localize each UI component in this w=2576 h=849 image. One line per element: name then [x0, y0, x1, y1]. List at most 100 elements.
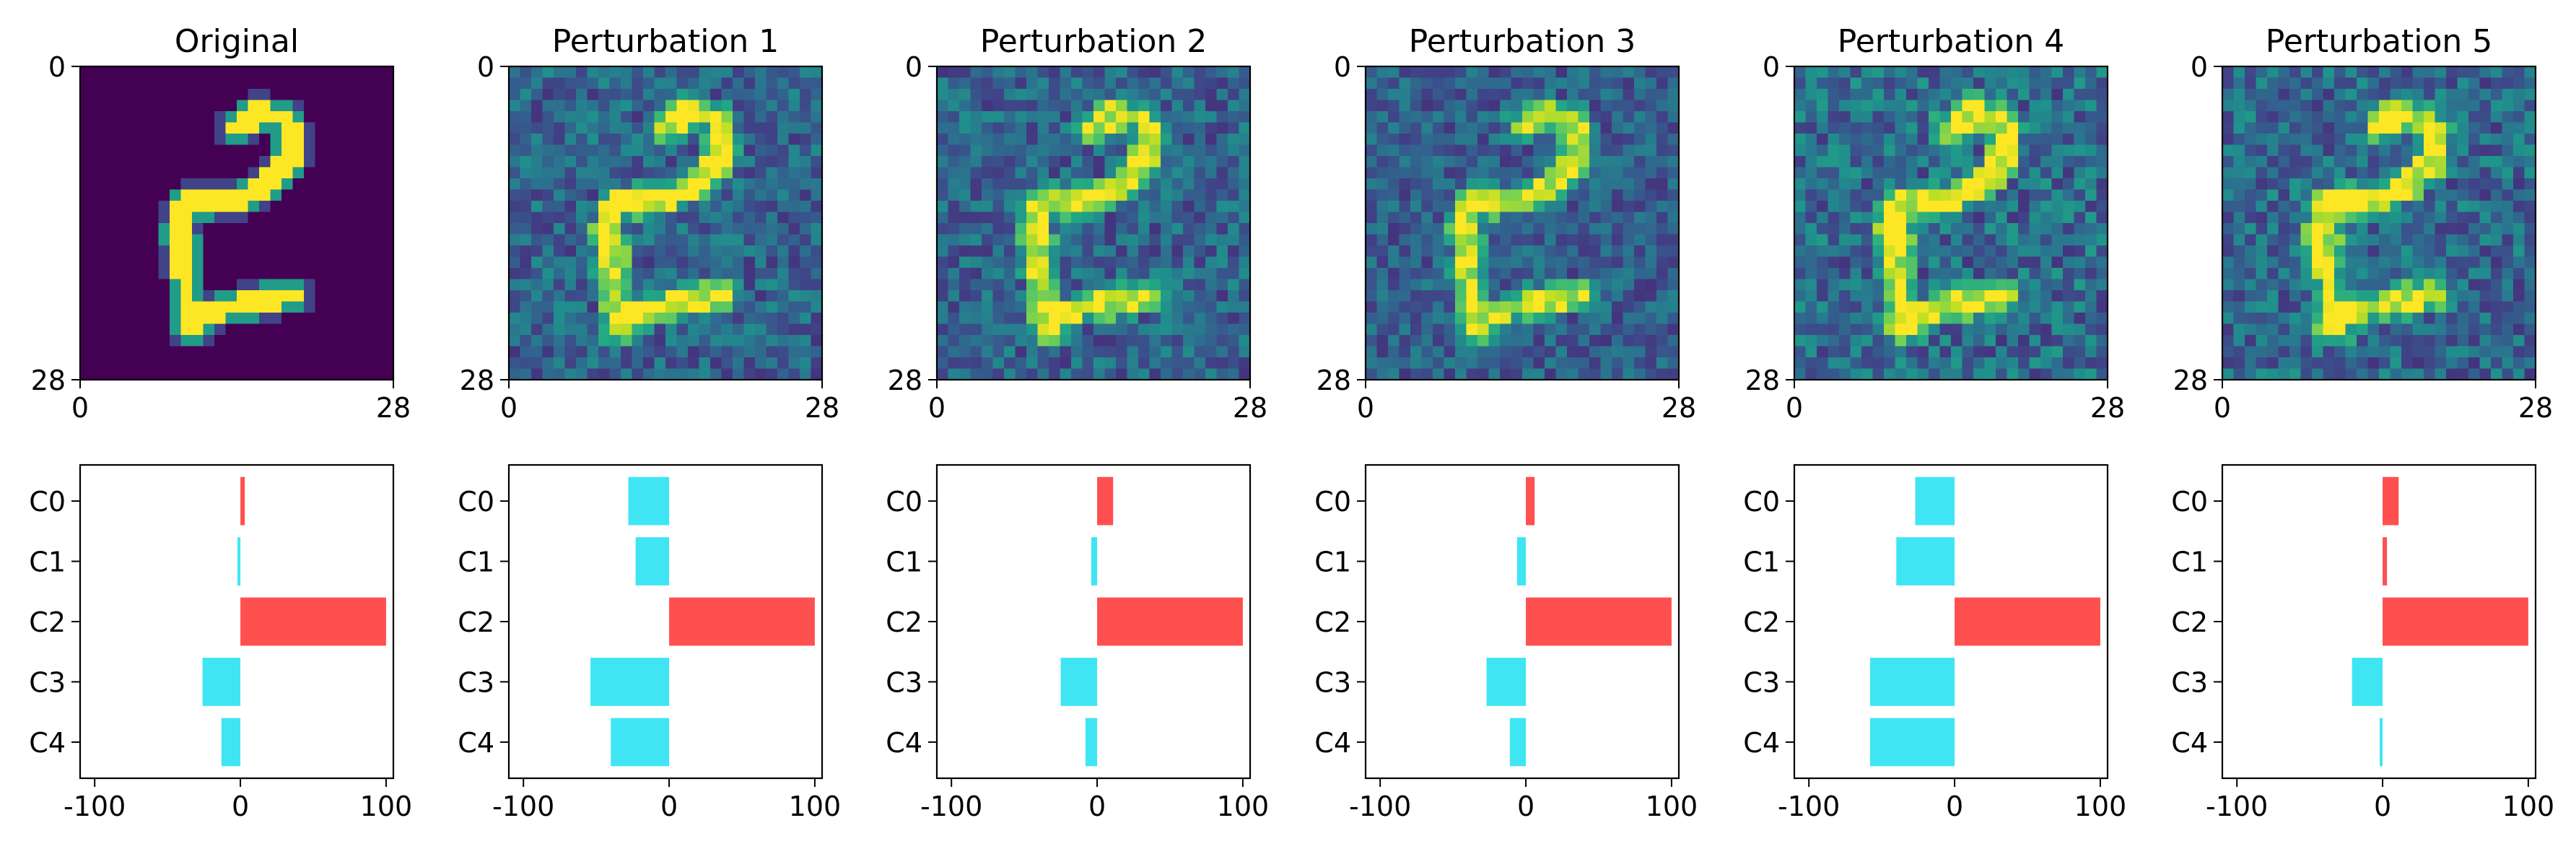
heatmap-cell	[1399, 77, 1411, 90]
heatmap-cell	[1161, 234, 1173, 246]
heatmap-cell	[1917, 256, 1929, 269]
heatmap-cell	[1545, 290, 1557, 302]
heatmap-cell	[1205, 100, 1218, 112]
heatmap-cell	[1567, 245, 1579, 258]
heatmap-cell	[982, 290, 994, 302]
heatmap-cell	[777, 122, 790, 134]
heatmap-cell	[554, 245, 566, 258]
heatmap-cell	[1917, 346, 1929, 358]
heatmap-cell	[125, 268, 137, 280]
heatmap-cell	[1183, 212, 1195, 224]
heatmap-cell	[1138, 122, 1151, 134]
heatmap-cell	[1511, 256, 1523, 269]
heatmap-cell	[2029, 77, 2041, 90]
heatmap-cell	[113, 201, 126, 213]
heatmap-cell	[1104, 357, 1117, 370]
heatmap-cell	[337, 335, 349, 347]
heatmap-cell	[1656, 357, 1669, 370]
heatmap-cell	[1634, 89, 1646, 101]
heatmap-cell	[733, 301, 745, 313]
heatmap-cell	[1555, 134, 1568, 146]
heatmap-cell	[2074, 156, 2086, 168]
heatmap-cell	[1444, 245, 1456, 258]
heatmap-cell	[2446, 111, 2458, 123]
heatmap-cell	[970, 89, 982, 101]
heatmap-cell	[1828, 77, 1840, 90]
heatmap-cell	[1421, 290, 1433, 302]
heatmap-cell	[1026, 245, 1039, 258]
heatmap-cell	[382, 122, 394, 134]
heatmap-cell	[1939, 212, 1952, 224]
heatmap-cell	[554, 189, 566, 201]
heatmap-cell	[1917, 66, 1929, 79]
heatmap-cell	[2312, 189, 2324, 201]
heatmap-cell	[1060, 77, 1072, 90]
heatmap-cell	[1555, 335, 1568, 347]
heatmap-cell	[1127, 290, 1139, 302]
heatmap-cell	[1634, 234, 1646, 246]
heatmap-cell	[1388, 346, 1400, 358]
heatmap-cell	[2357, 290, 2369, 302]
heatmap-cell	[192, 268, 204, 280]
heatmap-cell	[1171, 212, 1184, 224]
heatmap-cell	[643, 156, 655, 168]
heatmap-cell	[1004, 212, 1016, 224]
heatmap-cell	[2367, 268, 2380, 280]
heatmap-cell	[542, 346, 554, 358]
heatmap-cell	[371, 189, 383, 201]
heatmap-cell	[1477, 301, 1490, 313]
heatmap-cell	[1239, 256, 1251, 269]
heatmap-cell	[1082, 111, 1094, 123]
heatmap-cell	[1477, 122, 1490, 134]
heatmap-cell	[170, 201, 182, 213]
heatmap-cell	[203, 357, 215, 370]
heatmap-cell	[2289, 144, 2302, 157]
heatmap-cell	[1634, 156, 1646, 168]
heatmap-cell	[1138, 234, 1151, 246]
heatmap-cell	[147, 357, 160, 370]
heatmap-cell	[1161, 313, 1173, 325]
heatmap-cell	[598, 223, 611, 235]
heatmap-cell	[1455, 245, 1467, 258]
heatmap-cell	[1500, 290, 1512, 302]
heatmap-cell	[1216, 346, 1228, 358]
heatmap-cell	[2390, 335, 2402, 347]
heatmap-cell	[576, 223, 588, 235]
heatmap-cell	[1410, 156, 1423, 168]
heatmap-cell	[1545, 100, 1557, 112]
heatmap-cell	[632, 335, 644, 347]
heatmap-cell	[1951, 223, 1963, 235]
heatmap-cell	[992, 77, 1005, 90]
heatmap-cell	[2424, 234, 2436, 246]
heatmap-cell	[1171, 357, 1184, 370]
heatmap-cell	[982, 212, 994, 224]
heatmap-cell	[1366, 346, 1378, 358]
heatmap-cell	[564, 357, 577, 370]
heatmap-cell	[777, 167, 790, 179]
heatmap-cell	[982, 156, 994, 168]
heatmap-cell	[371, 256, 383, 269]
heatmap-cell	[811, 122, 823, 134]
heatmap-cell	[1060, 201, 1072, 213]
heatmap-cell	[1388, 279, 1400, 291]
heatmap-cell	[1004, 144, 1016, 157]
heatmap-cell	[2278, 268, 2290, 280]
heatmap-cell	[621, 234, 633, 246]
heatmap-cell	[1667, 100, 1680, 112]
heatmap-cell	[1488, 100, 1501, 112]
heatmap-cell	[937, 167, 949, 179]
heatmap-cell	[1455, 189, 1467, 201]
heatmap-cell	[2029, 323, 2041, 336]
heatmap-cell	[1917, 290, 1929, 302]
heatmap-cell	[766, 212, 778, 224]
heatmap-cell	[531, 234, 543, 246]
heatmap-cell	[688, 212, 700, 224]
heatmap-cell	[2446, 66, 2458, 79]
heatmap-cell	[2245, 268, 2257, 280]
heatmap-cell	[304, 268, 316, 280]
heatmap-cell	[158, 279, 170, 291]
heatmap-cell	[2435, 256, 2447, 269]
heatmap-cell	[2379, 189, 2391, 201]
heatmap-cell	[2278, 144, 2290, 157]
